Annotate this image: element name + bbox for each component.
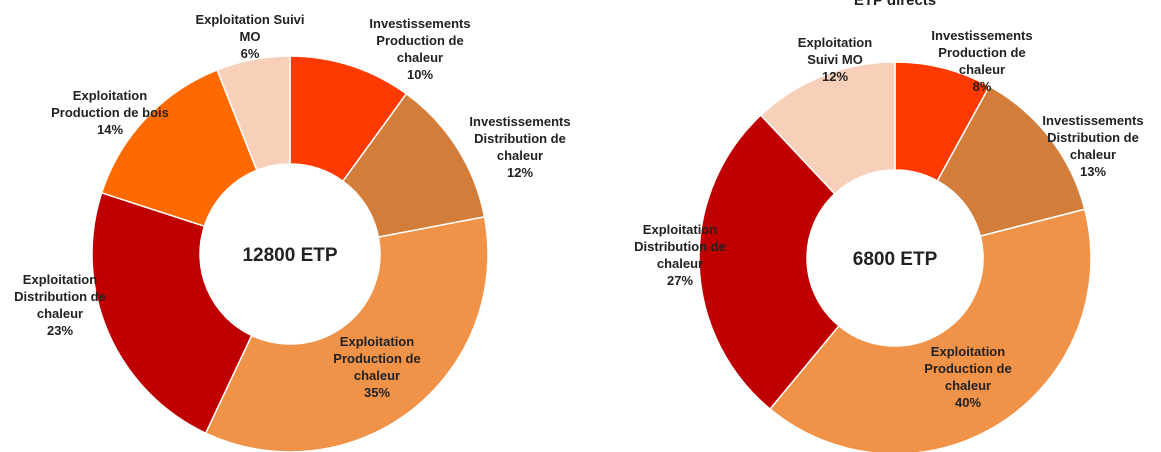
donut-segment [698,114,840,411]
value-label: 12% [821,69,849,84]
value-label: 23% [46,323,74,338]
chart-title: ETP directs [853,0,937,9]
value-label: 8% [972,79,992,94]
category-label: Investissements Distribution de chaleur [469,114,571,163]
value-label: 10% [406,67,434,82]
category-label: Exploitation Distribution de chaleur [14,272,106,321]
data-label: Investissements Distribution de chaleur 1… [1013,112,1161,180]
value-label: 40% [954,395,982,410]
data-label: Exploitation Suivi MO 6% [170,11,330,62]
donut-segment [769,208,1092,452]
category-label: Exploitation Suivi MO [195,12,305,44]
data-label: Exploitation Suivi MO 12% [755,34,915,85]
category-label: Investissements Production de chaleur [931,28,1033,77]
data-label: Exploitation Production de chaleur 35% [297,333,457,401]
category-label: Exploitation Production de bois [51,88,169,120]
value-label: 27% [666,273,694,288]
donut-segment [204,216,489,452]
value-label: 6% [240,46,260,61]
category-label: Investissements Distribution de chaleur [1042,113,1144,162]
value-label: 35% [363,385,391,400]
category-label: Exploitation Production de chaleur [924,344,1012,393]
data-label: Exploitation Production de chaleur 40% [888,343,1048,411]
data-label: Exploitation Distribution de chaleur 27% [600,221,760,289]
category-label: Exploitation Production de chaleur [333,334,421,383]
center-label: 12800 ETP [242,245,337,266]
donut-segment [91,191,253,435]
donut-segment [216,55,291,172]
donut-segment [759,61,896,195]
data-label: Investissements Production de chaleur 8% [902,27,1062,95]
value-label: 12% [506,165,534,180]
data-label: Investissements Production de chaleur 10% [340,15,500,83]
data-label: Exploitation Distribution de chaleur 23% [0,271,140,339]
value-label: 14% [96,122,124,137]
category-label: Exploitation Distribution de chaleur [634,222,726,271]
center-label: 6800 ETP [853,249,938,270]
value-label: 13% [1079,164,1107,179]
category-label: Exploitation Suivi MO [797,35,873,67]
data-label: Investissements Distribution de chaleur 1… [440,113,600,181]
data-label: Exploitation Production de bois 14% [30,87,190,138]
category-label: Investissements Production de chaleur [369,16,471,65]
